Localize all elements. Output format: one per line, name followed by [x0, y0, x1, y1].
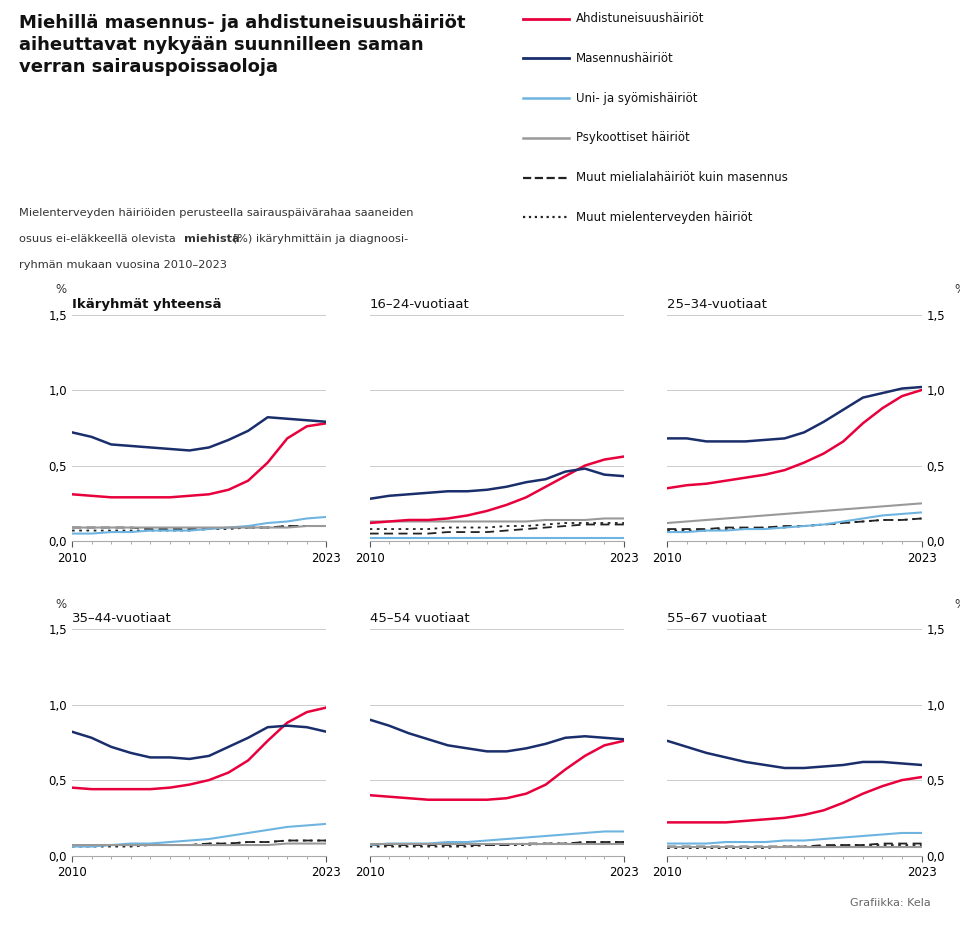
Text: Uni- ja syömishäiriöt: Uni- ja syömishäiriöt — [576, 92, 698, 105]
Text: Grafiikka: Kela: Grafiikka: Kela — [851, 898, 931, 908]
Text: (%) ikäryhmittäin ja diagnoosi-: (%) ikäryhmittäin ja diagnoosi- — [229, 234, 409, 244]
Text: Ahdistuneisuushäiriöt: Ahdistuneisuushäiriöt — [576, 12, 705, 25]
Text: Psykoottiset häiriöt: Psykoottiset häiriöt — [576, 131, 689, 144]
Text: 25–34-vuotiaat: 25–34-vuotiaat — [667, 298, 767, 311]
Text: Ikäryhmät yhteensä: Ikäryhmät yhteensä — [72, 298, 222, 311]
Text: 45–54 vuotiaat: 45–54 vuotiaat — [370, 612, 469, 625]
Text: %: % — [954, 598, 960, 611]
Text: Muut mielenterveyden häiriöt: Muut mielenterveyden häiriöt — [576, 211, 753, 224]
Text: osuus ei-eläkkeellä olevista: osuus ei-eläkkeellä olevista — [19, 234, 180, 244]
Text: 55–67 vuotiaat: 55–67 vuotiaat — [667, 612, 767, 625]
Text: ryhmän mukaan vuosina 2010–2023: ryhmän mukaan vuosina 2010–2023 — [19, 260, 228, 270]
Text: miehistä: miehistä — [184, 234, 240, 244]
Text: Mielenterveyden häiriöiden perusteella sairauspäivärahaa saaneiden: Mielenterveyden häiriöiden perusteella s… — [19, 208, 414, 218]
Text: Muut mielialahäiriöt kuin masennus: Muut mielialahäiriöt kuin masennus — [576, 171, 788, 184]
Text: 35–44-vuotiaat: 35–44-vuotiaat — [72, 612, 172, 625]
Text: %: % — [56, 598, 67, 611]
Text: %: % — [954, 283, 960, 296]
Text: %: % — [56, 283, 67, 296]
Text: 16–24-vuotiaat: 16–24-vuotiaat — [370, 298, 469, 311]
Text: Masennushäiriöt: Masennushäiriöt — [576, 52, 674, 65]
Text: Miehillä masennus- ja ahdistuneisuushäiriöt
aiheuttavat nykyään suunnilleen sama: Miehillä masennus- ja ahdistuneisuushäir… — [19, 14, 466, 76]
